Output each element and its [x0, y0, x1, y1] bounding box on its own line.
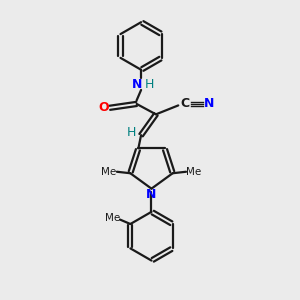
- Text: Me: Me: [101, 167, 116, 177]
- Text: N: N: [204, 98, 214, 110]
- Text: O: O: [98, 101, 109, 114]
- Text: N: N: [146, 188, 157, 201]
- Text: H: H: [127, 126, 136, 139]
- Text: N: N: [131, 78, 142, 91]
- Text: H: H: [145, 78, 154, 91]
- Text: Me: Me: [105, 213, 120, 223]
- Text: C: C: [180, 98, 189, 110]
- Text: Me: Me: [187, 167, 202, 177]
